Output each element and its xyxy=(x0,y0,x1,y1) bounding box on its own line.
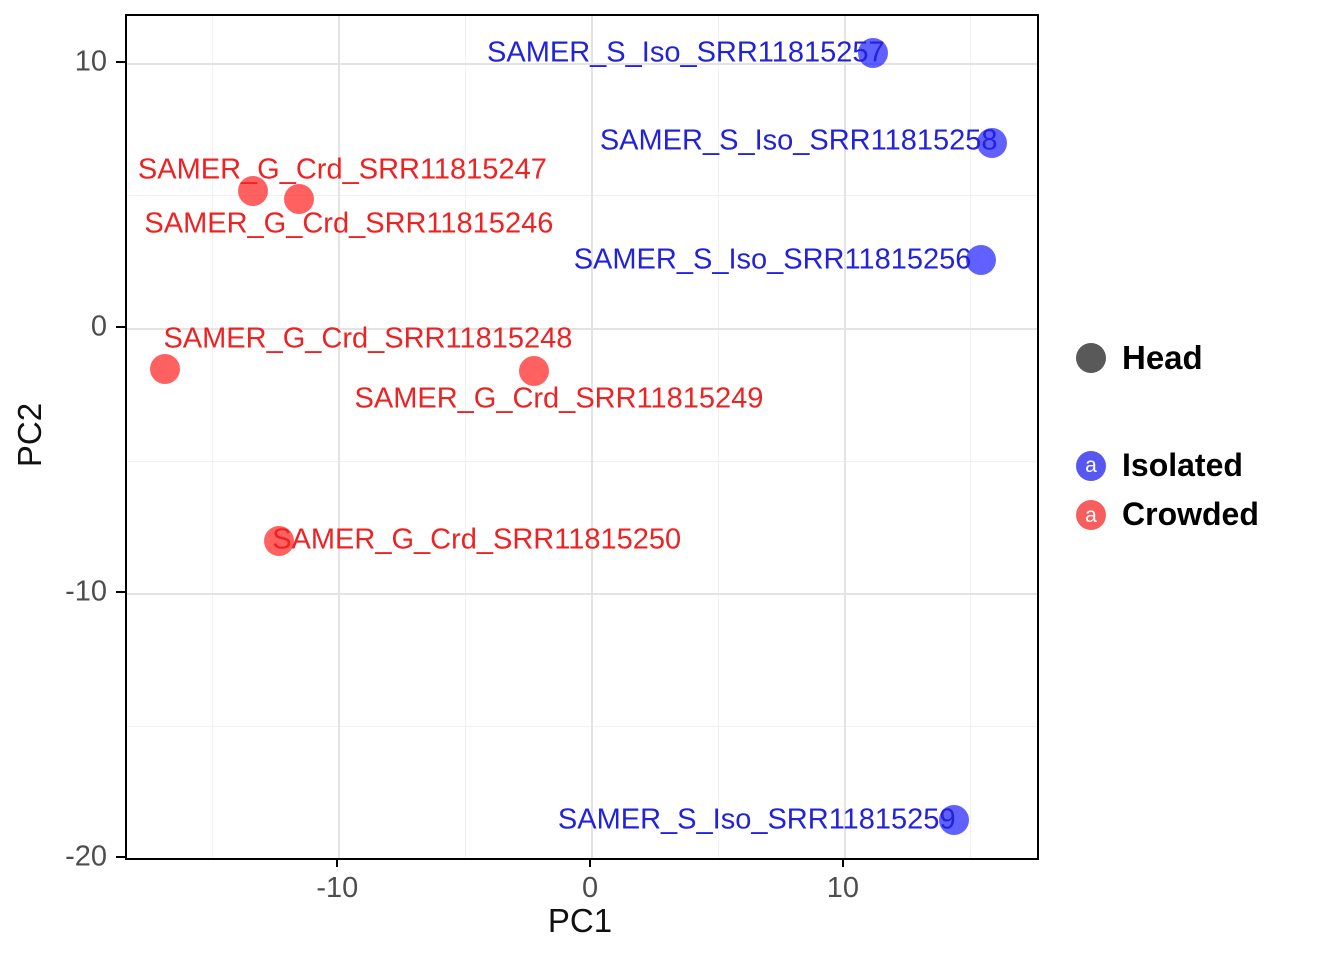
y-tick-label: 10 xyxy=(74,45,107,78)
x-tick-label: -10 xyxy=(316,872,359,904)
x-tick-mark xyxy=(589,858,592,867)
x-axis-title: PC1 xyxy=(547,902,613,939)
y-tick-mark xyxy=(116,325,125,328)
legend-isolated-swatch: a xyxy=(1076,450,1106,481)
data-point-crowded xyxy=(263,526,294,557)
gridline-minor-x xyxy=(464,16,466,858)
data-point-label: SAMER_G_Crd_SRR11815249 xyxy=(354,382,764,415)
legend-text-glyph: a xyxy=(1085,503,1097,527)
gridline-x xyxy=(338,16,341,858)
data-point-label: SAMER_G_Crd_SRR11815248 xyxy=(163,322,573,355)
gridline-y xyxy=(127,858,1037,860)
legend-text-glyph: a xyxy=(1085,454,1097,478)
y-tick-label: -20 xyxy=(65,840,107,873)
data-point-isolated xyxy=(976,128,1007,159)
data-point-crowded xyxy=(518,356,549,387)
x-tick-label: 0 xyxy=(582,872,599,904)
legend-row-isolated: a Isolated xyxy=(1076,448,1259,483)
gridline-minor-x xyxy=(211,16,213,858)
legend-head-swatch xyxy=(1076,343,1106,374)
data-point-crowded xyxy=(238,176,269,207)
data-point-label: SAMER_G_Crd_SRR11815247 xyxy=(137,153,547,186)
data-point-label: SAMER_S_Iso_SRR11815256 xyxy=(573,243,972,276)
gridline-x xyxy=(843,16,846,858)
data-point-crowded xyxy=(283,183,314,214)
legend-isolated-label: Isolated xyxy=(1122,447,1243,484)
gridline-minor-y xyxy=(127,725,1037,727)
gridline-minor-x xyxy=(970,16,972,858)
plot-panel: SAMER_S_Iso_SRR11815257 SAMER_S_Iso_SRR11… xyxy=(125,14,1039,860)
legend-crowded-swatch: a xyxy=(1076,500,1106,531)
gridline-y xyxy=(127,62,1037,65)
data-point-label: SAMER_G_Crd_SRR11815246 xyxy=(144,207,554,240)
legend-head-label: Head xyxy=(1122,339,1203,376)
y-tick-label: 0 xyxy=(90,310,107,343)
data-point-isolated xyxy=(966,244,997,275)
gridline-y xyxy=(127,327,1037,330)
data-point-isolated xyxy=(938,804,969,835)
data-point-label: SAMER_S_Iso_SRR11815257 xyxy=(487,36,885,69)
x-tick-label: 10 xyxy=(826,872,860,904)
legend: Head a Isolated a Crowded xyxy=(1076,339,1259,547)
data-point-label: SAMER_S_Iso_SRR11815259 xyxy=(557,803,956,836)
y-axis-title: PC2 xyxy=(11,402,48,468)
gridline-minor-x xyxy=(717,16,719,858)
data-point-label: SAMER_S_Iso_SRR11815258 xyxy=(599,124,998,157)
data-point-isolated xyxy=(857,38,888,69)
x-tick-mark xyxy=(841,858,844,867)
x-tick-mark xyxy=(336,858,339,867)
y-tick-mark xyxy=(116,60,125,63)
gridline-minor-y xyxy=(127,460,1037,462)
legend-row-crowded: a Crowded xyxy=(1076,497,1259,532)
y-tick-mark xyxy=(116,856,125,859)
legend-row-head: Head xyxy=(1076,339,1259,376)
gridline-y xyxy=(127,593,1037,596)
gridline-x xyxy=(591,16,594,858)
data-point-crowded xyxy=(149,353,180,384)
y-tick-label: -10 xyxy=(65,575,107,608)
legend-crowded-label: Crowded xyxy=(1122,496,1259,533)
gridline-minor-y xyxy=(127,195,1037,197)
data-point-label: SAMER_G_Crd_SRR11815250 xyxy=(272,523,682,556)
y-tick-mark xyxy=(116,591,125,594)
